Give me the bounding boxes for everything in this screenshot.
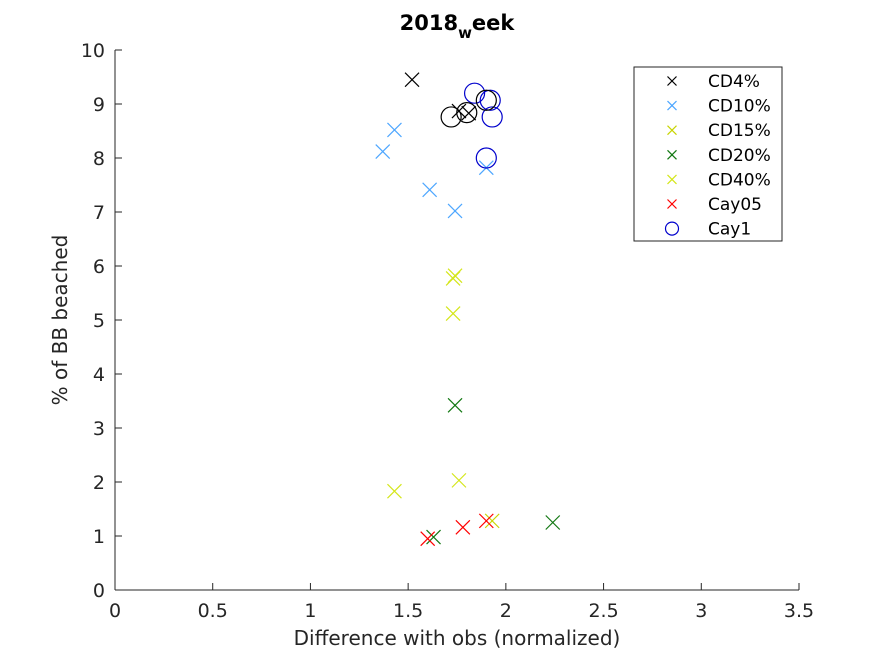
point-cd20pct [426, 529, 441, 545]
title-main: 2018 [400, 11, 458, 35]
x-tick-label: 2.5 [588, 600, 618, 622]
x-tick-label: 3 [695, 600, 707, 622]
legend-marker-cd15pct [667, 125, 677, 136]
point-cay1 [475, 147, 497, 169]
title-subscript: w [458, 24, 472, 42]
point-unlabeled [456, 102, 478, 124]
point-cd20pct [447, 397, 463, 413]
point-cay1 [481, 106, 503, 128]
legend-marker-cay05 [667, 199, 677, 209]
point-cd10pct [375, 144, 391, 159]
chart-title: 2018week [400, 11, 516, 42]
y-tick-label: 6 [93, 256, 105, 278]
point-cd40pct [451, 472, 467, 488]
point-cd10pct [447, 203, 463, 219]
legend-label-cd20pct: CD20% [708, 146, 771, 166]
legend-label-cd10pct: CD10% [708, 97, 771, 117]
point-cd4pct [404, 72, 420, 88]
x-tick-label: 1.5 [393, 600, 423, 622]
legend: CD4% CD10% CD15% CD20% CD40% Cay05 Cay1 [633, 66, 783, 242]
legend-label-cd15pct: CD15% [708, 121, 771, 141]
legend-marker-cd10pct [667, 100, 677, 111]
point-unlabeled [440, 106, 462, 128]
point-cay1 [479, 89, 501, 111]
x-tick-label: 1 [304, 600, 316, 622]
point-cd20pct [545, 515, 561, 530]
point-cay1 [463, 82, 486, 104]
y-tick-label: 7 [93, 202, 105, 224]
y-tick-label: 4 [93, 364, 105, 386]
point-cay05 [478, 513, 494, 529]
point-unlabeled [475, 89, 497, 111]
legend-label-cay1: Cay1 [708, 220, 751, 240]
y-tick-label: 1 [93, 526, 105, 548]
point-cay05 [420, 531, 436, 547]
point-cd15pct [484, 513, 500, 529]
legend-box [633, 66, 783, 242]
legend-label-cd4pct: CD4% [708, 72, 760, 92]
y-axis-label: % of BB beached [48, 235, 72, 406]
y-tick-label: 5 [93, 310, 105, 332]
legend-label-cd40pct: CD40% [708, 170, 771, 190]
point-cay05 [455, 519, 471, 535]
legend-marker-cd40pct [667, 174, 677, 185]
point-cd40pct [387, 483, 402, 499]
legend-marker-cay1 [664, 221, 680, 236]
point-cd10pct [387, 122, 402, 138]
data-marks [375, 72, 561, 547]
x-tick-label: 3.5 [784, 600, 814, 622]
y-tick-label: 2 [93, 472, 105, 494]
legend-marker-cd4pct [667, 76, 677, 86]
y-tick-label: 3 [93, 418, 105, 440]
y-tick-label: 8 [93, 148, 105, 170]
point-cd10pct [422, 182, 438, 198]
point-cd40pct [445, 306, 461, 321]
x-tick-label: 0.5 [198, 600, 228, 622]
y-tick-label: 0 [93, 580, 105, 602]
legend-label-cay05: Cay05 [708, 195, 762, 215]
point-cd40pct [447, 268, 463, 284]
x-tick-label: 0 [109, 600, 121, 622]
x-axis-label: Difference with obs (normalized) [294, 626, 621, 650]
title-rest: eek [472, 11, 515, 35]
point-cd4pct [461, 105, 477, 121]
x-tick-label: 2 [500, 600, 512, 622]
y-tick-label: 9 [93, 94, 105, 116]
y-tick-label: 10 [81, 40, 105, 62]
axis-ticks: 0 0.5 1 1.5 2 2.5 3 3.5 0 1 2 3 4 5 6 7 8 9 10 [81, 40, 814, 622]
legend-marker-cd20pct [667, 149, 677, 160]
